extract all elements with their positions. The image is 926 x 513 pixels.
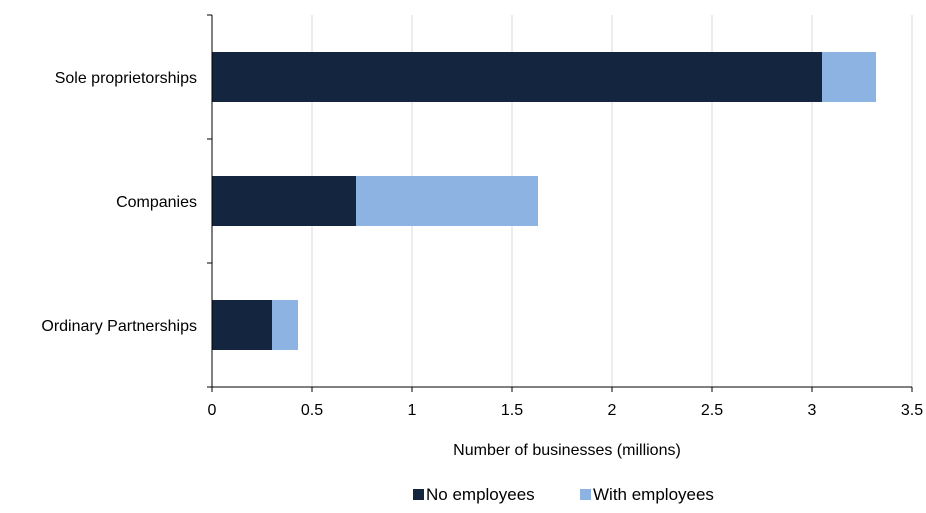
legend-swatch bbox=[413, 489, 424, 500]
x-tick-label: 2.5 bbox=[701, 402, 723, 419]
bar-segment bbox=[822, 52, 876, 102]
ticks: 0 0.5 1 1.5 2 2.5 3 3.5 bbox=[207, 14, 923, 419]
bar-segment bbox=[272, 300, 298, 350]
category-label: Sole proprietorships bbox=[55, 70, 197, 87]
bar-segment bbox=[212, 176, 356, 226]
x-tick-label: 1.5 bbox=[501, 402, 523, 419]
axes bbox=[211, 15, 912, 388]
category-labels: Sole proprietorships Companies Ordinary Pa… bbox=[41, 70, 197, 335]
category-label: Companies bbox=[116, 194, 197, 211]
x-axis-title: Number of businesses (millions) bbox=[453, 442, 681, 459]
x-tick-label: 1 bbox=[408, 402, 417, 419]
legend: No employees With employees bbox=[413, 485, 714, 504]
category-label: Ordinary Partnerships bbox=[41, 318, 197, 335]
x-tick-label: 3.5 bbox=[901, 402, 923, 419]
bars bbox=[212, 52, 876, 350]
bar-segment bbox=[212, 52, 822, 102]
x-tick-label: 3 bbox=[808, 402, 817, 419]
x-tick-label: 0.5 bbox=[301, 402, 323, 419]
x-tick-label: 0 bbox=[208, 402, 217, 419]
bar-segment bbox=[212, 300, 272, 350]
legend-label: No employees bbox=[426, 485, 535, 504]
legend-label: With employees bbox=[593, 485, 714, 504]
x-tick-label: 2 bbox=[608, 402, 617, 419]
legend-swatch bbox=[580, 489, 591, 500]
bar-segment bbox=[356, 176, 538, 226]
